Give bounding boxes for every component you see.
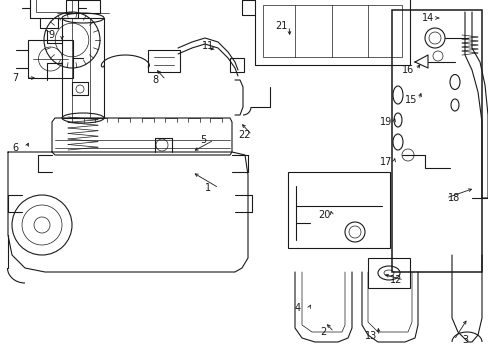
- Text: 14: 14: [421, 13, 433, 23]
- Text: 12: 12: [389, 275, 402, 285]
- Text: 1: 1: [204, 183, 211, 193]
- Bar: [391, 10, 481, 272]
- Bar: [30, 0, 78, 18]
- Text: 20: 20: [317, 210, 330, 220]
- Text: 16: 16: [401, 65, 413, 75]
- Bar: [254, 0, 409, 65]
- Bar: [367, 258, 409, 288]
- Bar: [28, 40, 73, 78]
- Text: 15: 15: [404, 95, 417, 105]
- Bar: [263, 5, 401, 57]
- Text: 3: 3: [461, 335, 467, 345]
- Bar: [229, 58, 244, 72]
- Bar: [36, 0, 72, 12]
- Text: 4: 4: [294, 303, 301, 313]
- Text: 8: 8: [152, 75, 158, 85]
- Bar: [148, 50, 180, 72]
- Text: 2: 2: [319, 327, 325, 337]
- Text: 22: 22: [238, 130, 250, 140]
- Text: 19: 19: [379, 117, 391, 127]
- Text: 9: 9: [48, 30, 54, 40]
- Text: 13: 13: [364, 331, 376, 341]
- Text: 5: 5: [200, 135, 206, 145]
- Text: 7: 7: [12, 73, 18, 83]
- Text: 21: 21: [274, 21, 287, 31]
- Text: 18: 18: [447, 193, 459, 203]
- Bar: [287, 172, 389, 248]
- Text: 17: 17: [379, 157, 391, 167]
- Text: 11: 11: [202, 41, 214, 51]
- Text: 6: 6: [12, 143, 18, 153]
